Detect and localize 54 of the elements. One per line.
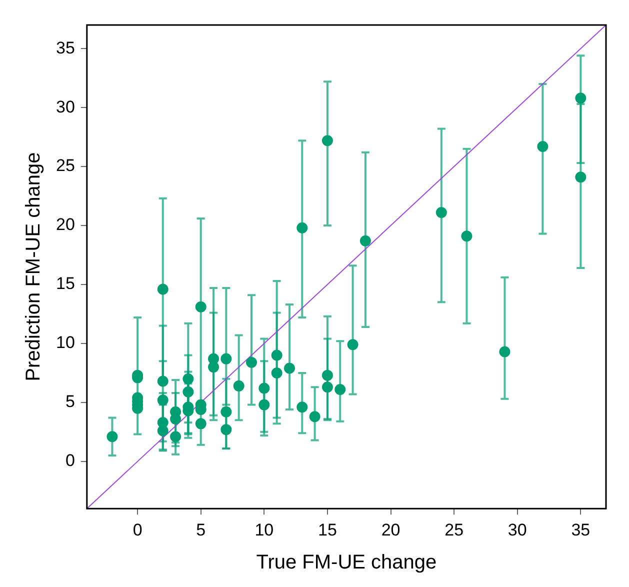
y-tick-label: 10 bbox=[56, 333, 75, 352]
point bbox=[220, 353, 232, 364]
point bbox=[309, 411, 320, 422]
x-tick-label: 0 bbox=[132, 520, 142, 540]
point bbox=[284, 362, 295, 374]
point bbox=[208, 362, 220, 373]
point bbox=[347, 339, 358, 350]
point bbox=[233, 380, 244, 392]
point bbox=[271, 367, 282, 378]
point bbox=[334, 384, 346, 395]
point bbox=[157, 394, 168, 406]
point bbox=[157, 376, 168, 387]
x-tick-label: 35 bbox=[571, 520, 590, 540]
point bbox=[575, 172, 586, 183]
y-tick-label: 0 bbox=[65, 451, 75, 470]
point bbox=[195, 301, 206, 312]
x-tick-label: 10 bbox=[254, 520, 274, 540]
x-tick-label: 30 bbox=[508, 520, 527, 540]
point bbox=[271, 350, 282, 361]
point bbox=[360, 235, 371, 246]
point bbox=[157, 284, 168, 295]
x-axis-title: True FM-UE change bbox=[256, 552, 437, 574]
point bbox=[537, 140, 548, 152]
y-tick-label: 35 bbox=[56, 38, 75, 58]
y-tick-label: 15 bbox=[56, 274, 75, 294]
point bbox=[258, 399, 270, 410]
point bbox=[220, 424, 232, 436]
point bbox=[170, 431, 182, 442]
y-tick-label: 25 bbox=[56, 156, 75, 176]
point bbox=[322, 370, 333, 381]
point bbox=[499, 346, 510, 358]
point bbox=[195, 418, 206, 430]
x-tick-label: 20 bbox=[381, 520, 400, 540]
point bbox=[220, 406, 232, 418]
x-tick-label: 15 bbox=[318, 520, 337, 540]
point bbox=[461, 230, 472, 242]
point bbox=[436, 207, 447, 218]
x-tick-label: 25 bbox=[444, 520, 464, 540]
point bbox=[296, 222, 308, 234]
y-tick-label: 30 bbox=[56, 97, 75, 116]
point bbox=[182, 386, 194, 398]
y-axis-title: Prediction FM-UE change bbox=[22, 152, 45, 382]
point bbox=[246, 356, 257, 368]
y-tick-label: 20 bbox=[56, 215, 75, 234]
point bbox=[157, 425, 168, 436]
point bbox=[106, 431, 118, 442]
point bbox=[575, 92, 586, 104]
point bbox=[322, 382, 333, 393]
point bbox=[296, 402, 308, 413]
point bbox=[258, 382, 270, 394]
x-tick-label: 5 bbox=[196, 520, 206, 540]
point bbox=[182, 373, 194, 384]
point bbox=[322, 135, 333, 146]
y-tick-label: 5 bbox=[65, 392, 75, 412]
